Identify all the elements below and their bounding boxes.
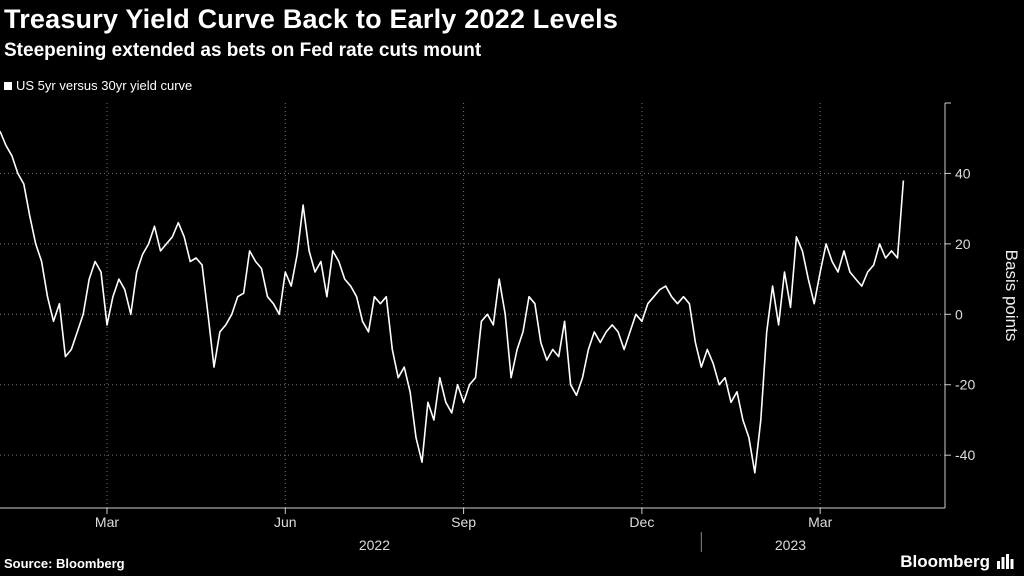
year-label-2022: 2022 (359, 537, 390, 553)
y-tick-label-4: 40 (955, 165, 971, 181)
x-tick-label-4: Mar (808, 514, 832, 530)
bloomberg-logo-text: Bloomberg (900, 552, 990, 571)
x-tick-label-0: Mar (95, 514, 119, 530)
axes: -40 -20 0 20 40 Mar Jun Sep Dec Mar 2022 2023 (0, 102, 975, 553)
chart-subtitle: Steepening extended as bets on Fed rate … (4, 40, 482, 61)
series-group (0, 130, 905, 474)
y-tick-label-2: 0 (955, 306, 963, 322)
year-label-2023: 2023 (775, 537, 806, 553)
legend-swatch (4, 81, 12, 90)
chart-title: Treasury Yield Curve Back to Early 2022 … (4, 4, 619, 34)
x-tick-label-1: Jun (274, 514, 297, 530)
y-tick-label-3: 20 (955, 236, 971, 252)
legend: US 5yr versus 30yr yield curve (4, 78, 192, 93)
legend-label: US 5yr versus 30yr yield curve (16, 78, 193, 93)
y-tick-label-0: -40 (955, 447, 975, 463)
y-tick-label-1: -20 (955, 377, 975, 393)
y-axis-title: Basis points (1002, 250, 1021, 342)
series-line-0 (0, 130, 905, 474)
x-tick-label-3: Dec (629, 514, 654, 530)
x-tick-label-2: Sep (451, 514, 476, 530)
gridlines (0, 103, 945, 508)
bloomberg-logo-icon (997, 554, 1014, 569)
source-note: Source: Bloomberg (4, 556, 125, 571)
